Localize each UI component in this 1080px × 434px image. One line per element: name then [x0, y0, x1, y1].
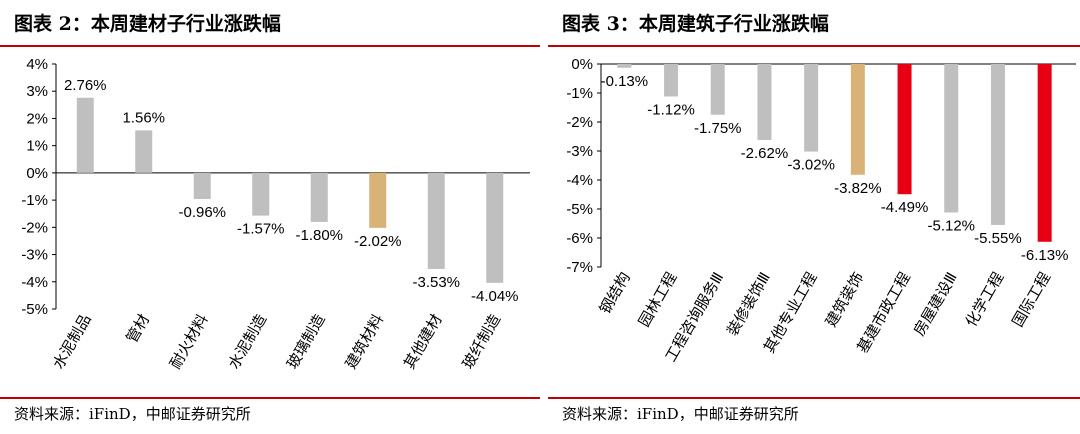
category-label: 钢结构: [597, 270, 634, 317]
figure-title: 图表 2：本周建材子行业涨跌幅: [14, 13, 281, 35]
y-tick-label: -2%: [21, 219, 48, 236]
bar: [193, 172, 211, 200]
bar: [310, 172, 328, 222]
bar: [850, 64, 865, 175]
data-label: 2.76%: [64, 77, 107, 94]
data-label: 1.56%: [122, 109, 165, 126]
y-tick-label: -1%: [21, 192, 48, 209]
source-rule: [548, 397, 1080, 399]
figure-panel-construction: 图表 3：本周建筑子行业涨跌幅 0% -1% -2% -3% -4% -5% -6% -7% -…: [548, 0, 1080, 434]
bar: [369, 172, 387, 228]
data-label: -1.12%: [647, 101, 695, 118]
y-tick-label: 3%: [26, 83, 48, 100]
bar-chart-construction: 0% -1% -2% -3% -4% -5% -6% -7% -0.13% 钢结构 -1.12% 园林…: [566, 56, 1076, 365]
category-label: 管材: [123, 312, 153, 346]
category-label: 建筑装饰: [823, 270, 868, 330]
data-label: -5.55%: [974, 230, 1022, 247]
y-tick-label: 0%: [571, 56, 593, 73]
bar: [710, 64, 725, 115]
bar: [944, 64, 959, 213]
figure-panel-building-materials: 图表 2：本周建材子行业涨跌幅 4% 3% 2% 1% 0% -1% -2% -3% -4% -5…: [0, 13, 540, 423]
y-tick-label: -2%: [566, 114, 593, 131]
y-tick-label: -4%: [566, 172, 593, 189]
bar: [1037, 64, 1052, 242]
bar: [486, 172, 504, 283]
bar: [427, 172, 445, 269]
category-label: 园林工程: [636, 270, 681, 330]
bar: [990, 64, 1005, 225]
category-label: 国际工程: [1009, 270, 1054, 330]
source-note: 资料来源：iFinD，中邮证券研究所: [562, 405, 799, 423]
bar: [664, 64, 679, 97]
data-label: -1.57%: [237, 221, 285, 238]
y-tick-label: -5%: [566, 201, 593, 218]
data-label: -3.82%: [834, 180, 882, 197]
data-label: -3.02%: [787, 157, 835, 174]
category-label: 水泥制品: [50, 312, 95, 372]
data-label: -0.13%: [601, 73, 649, 90]
bar: [76, 97, 94, 173]
y-tick-label: -1%: [566, 85, 593, 102]
data-label: -1.80%: [295, 227, 343, 244]
category-label: 玻璃制造: [284, 312, 329, 372]
title-rule: [0, 45, 540, 47]
category-label: 装修装饰Ⅲ: [724, 270, 774, 339]
category-label: 其他建材: [401, 312, 446, 372]
bar: [897, 64, 912, 195]
figure-title: 图表 3：本周建筑子行业涨跌幅: [562, 13, 829, 35]
data-label: -5.12%: [927, 217, 975, 234]
bar: [617, 64, 632, 68]
y-tick-label: -7%: [566, 259, 593, 276]
y-tick-label: 2%: [26, 110, 48, 127]
category-label: 建筑材料: [342, 312, 387, 372]
title-rule: [548, 45, 1080, 47]
category-label: 化学工程: [963, 270, 1008, 330]
category-label: 玻纤制造: [459, 312, 504, 372]
bar: [252, 172, 270, 216]
y-tick-label: 4%: [26, 56, 48, 73]
bar: [804, 64, 819, 152]
bar: [135, 130, 153, 173]
y-tick-label: 0%: [26, 165, 48, 182]
data-label: -3.53%: [412, 274, 460, 291]
data-label: -2.62%: [741, 145, 789, 162]
category-label: 水泥制造: [225, 312, 270, 372]
category-label: 耐火材料: [167, 312, 212, 372]
y-tick-label: 1%: [26, 138, 48, 155]
data-label: -6.13%: [1021, 247, 1069, 264]
source-note: 资料来源：iFinD，中邮证券研究所: [14, 405, 251, 423]
data-label: -0.96%: [178, 204, 226, 221]
data-label: -2.02%: [354, 233, 402, 250]
y-tick-label: -3%: [566, 143, 593, 160]
category-label: 房屋建设Ⅲ: [911, 270, 961, 339]
y-tick-label: -4%: [21, 274, 48, 291]
data-label: -1.75%: [694, 120, 742, 137]
y-tick-label: -5%: [21, 301, 48, 318]
bar: [757, 64, 772, 140]
source-rule: [0, 397, 540, 399]
y-tick-label: -6%: [566, 230, 593, 247]
data-label: -4.04%: [471, 288, 519, 305]
data-label: -4.49%: [881, 199, 929, 216]
y-tick-label: -3%: [21, 247, 48, 264]
bar-chart-building-materials: 4% 3% 2% 1% 0% -1% -2% -3% -4% -5% 2.76% 水泥制品 1.56% 管…: [21, 56, 530, 372]
